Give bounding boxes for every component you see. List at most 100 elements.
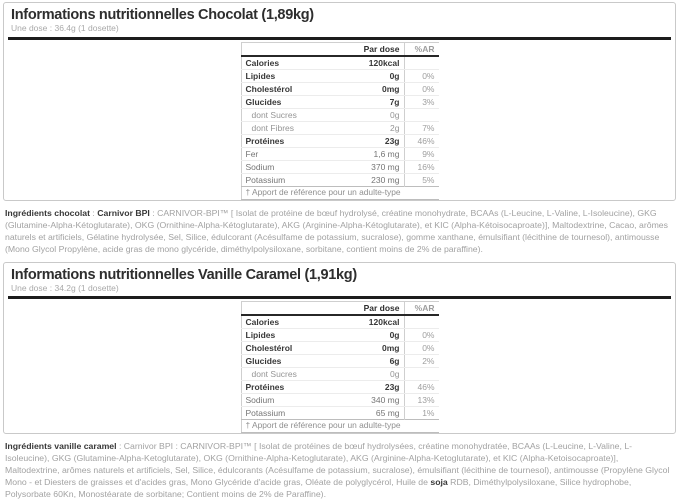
nutrient-value: 0g	[337, 328, 405, 343]
nutrition-row: Protéines 23g 46%	[241, 380, 439, 395]
nutrition-row: Glucides 7g 3%	[241, 95, 439, 109]
ingredient-text: : CARNIVOR-BPI™ [ Isolat de protéine de …	[5, 207, 668, 254]
nutrient-value: 2g	[337, 121, 405, 135]
nutrient-label: dont Fibres	[241, 121, 338, 135]
section-title: Informations nutritionnelles Chocolat (1…	[11, 7, 314, 23]
nutrient-label: Cholestérol	[241, 341, 338, 356]
nutrient-ar-value: 0%	[404, 341, 439, 356]
nutrient-label: Sodium	[241, 393, 338, 408]
nutrient-value: 6g	[337, 354, 405, 369]
nutrient-label: Cholestérol	[241, 82, 338, 96]
nutrition-row: Sodium 340 mg 13%	[241, 393, 439, 408]
nutrient-label: Glucides	[241, 95, 338, 109]
nutrition-row: Potassium 230 mg 5%	[241, 173, 439, 187]
nutrient-ar-value: 46%	[404, 380, 439, 395]
nutrient-label: Potassium	[245, 408, 286, 419]
nutrient-value: 0mg	[337, 341, 405, 356]
nutrient-value: 1,6 mg	[337, 147, 405, 161]
ingredient-text: :	[89, 207, 98, 218]
nutrition-row: Lipides 0g 0%	[241, 328, 439, 343]
nutrient-value: 0g	[337, 367, 405, 382]
nutrient-value: 230 mg	[337, 173, 405, 187]
nutrition-row: Cholestérol 0mg 0%	[241, 82, 439, 96]
table-header-row: Par dose %AR	[241, 301, 439, 317]
nutrient-ar-value: 7%	[404, 121, 439, 135]
section-header: Informations nutritionnelles Chocolat (1…	[4, 3, 675, 36]
nutrition-row: Fer 1,6 mg 9%	[241, 147, 439, 161]
nutrition-row: Protéines 23g 46%	[241, 134, 439, 148]
nutrient-ar-value: 1%	[422, 408, 435, 419]
nutrient-label: Protéines	[241, 134, 338, 148]
nutrient-ar-value: 0%	[404, 328, 439, 343]
nutrition-row: Cholestérol 0mg 0%	[241, 341, 439, 356]
col-header-empty	[241, 301, 338, 317]
ingredient-emphasis: Ingrédients chocolat	[5, 207, 90, 218]
nutrient-label: Protéines	[241, 380, 338, 395]
nutrition-table: Par dose %AR Calories 120kcal Lipides 0g 0% C…	[240, 41, 439, 200]
nutrient-ar-value	[404, 315, 439, 330]
nutrient-ar-value: 46%	[404, 134, 439, 148]
nutrient-label: Calories	[241, 315, 338, 330]
nutrient-ar-value: 13%	[404, 393, 439, 408]
nutrient-ar-value: 0%	[404, 82, 439, 96]
serving-size: Une dose : 34.2g (1 dosette)	[11, 282, 119, 293]
nutrition-row: Calories 120kcal	[241, 315, 439, 330]
nutrition-row: dont Fibres 2g 7%	[241, 121, 439, 135]
col-header-ar: %AR	[404, 301, 439, 317]
ingredient-emphasis: Ingrédients vanille caramel	[5, 441, 117, 452]
nutrition-row: Lipides 0g 0%	[241, 69, 439, 83]
table-footnote: † Apport de référence pour un adulte-typ…	[241, 419, 439, 434]
nutrition-section-vanille-caramel: Informations nutritionnelles Vanille Car…	[3, 261, 676, 435]
col-header-par-dose: Par dose	[337, 42, 405, 57]
nutrient-ar-value: 3%	[404, 95, 439, 109]
table-footnote-row: † Apport de référence pour un adulte-typ…	[241, 419, 439, 434]
nutrient-value: 0g	[337, 69, 405, 83]
nutrient-value: 0mg	[337, 82, 405, 96]
nutrient-ar-value: 16%	[404, 160, 439, 174]
nutrient-label: Sodium	[241, 160, 338, 174]
nutrition-row: Potassium 65 mg 1%	[241, 406, 439, 420]
nutrient-ar-value	[404, 55, 439, 70]
ingredients-chocolat: Ingrédients chocolat : Carnivor BPI : CA…	[3, 206, 676, 256]
nutrient-label: Fer	[241, 147, 338, 161]
nutrition-row: Calories 120kcal	[241, 55, 439, 70]
table-footnote: † Apport de référence pour un adulte-typ…	[241, 185, 439, 200]
serving-size: Une dose : 36.4g (1 dosette)	[11, 23, 119, 34]
nutrient-value: 340 mg	[337, 393, 405, 408]
nutrient-value: 120kcal	[337, 315, 405, 330]
nutrient-label: Calories	[241, 55, 338, 70]
nutrient-value: 0g	[337, 108, 405, 122]
nutrient-label: Potassium	[245, 174, 286, 185]
nutrition-row: Glucides 6g 2%	[241, 354, 439, 369]
nutrient-ar-value: 0%	[404, 69, 439, 83]
nutrient-value: 120kcal	[337, 55, 405, 70]
section-title: Informations nutritionnelles Vanille Car…	[11, 266, 357, 283]
nutrition-row: Sodium 370 mg 16%	[241, 160, 439, 174]
nutrient-value: 370 mg	[337, 160, 405, 174]
col-header-par-dose: Par dose	[337, 301, 405, 317]
ingredient-emphasis: Carnivor BPI	[97, 207, 150, 218]
section-header: Informations nutritionnelles Vanille Car…	[4, 263, 675, 296]
nutrient-label: Glucides	[241, 354, 338, 369]
col-header-ar: %AR	[404, 42, 439, 57]
nutrient-ar-value	[404, 108, 439, 122]
nutrient-ar-value: 2%	[404, 354, 439, 369]
col-header-empty	[241, 42, 338, 57]
nutrition-row: dont Sucres 0g	[241, 108, 439, 122]
nutrient-label: Lipides	[241, 69, 338, 83]
nutrient-label: Lipides	[241, 328, 338, 343]
nutrient-ar-value	[404, 367, 439, 382]
divider	[8, 296, 671, 300]
nutrient-ar-value: 9%	[404, 147, 439, 161]
nutrition-section-chocolat: Informations nutritionnelles Chocolat (1…	[3, 2, 676, 201]
nutrition-table-wrap: Par dose %AR Calories 120kcal Lipides 0g 0% C…	[4, 40, 675, 200]
nutrient-value: 7g	[337, 95, 405, 109]
nutrient-ar-value: 5%	[422, 174, 435, 185]
nutrition-table-wrap: Par dose %AR Calories 120kcal Lipides 0g 0% C…	[4, 299, 675, 434]
ingredient-emphasis: soja	[430, 477, 448, 488]
divider	[8, 36, 671, 40]
ingredients-vanille-caramel: Ingrédients vanille caramel : Carnivor B…	[3, 439, 676, 501]
nutrient-label: dont Sucres	[241, 108, 338, 122]
nutrient-label: dont Sucres	[241, 367, 338, 382]
table-footnote-row: † Apport de référence pour un adulte-typ…	[241, 185, 439, 200]
